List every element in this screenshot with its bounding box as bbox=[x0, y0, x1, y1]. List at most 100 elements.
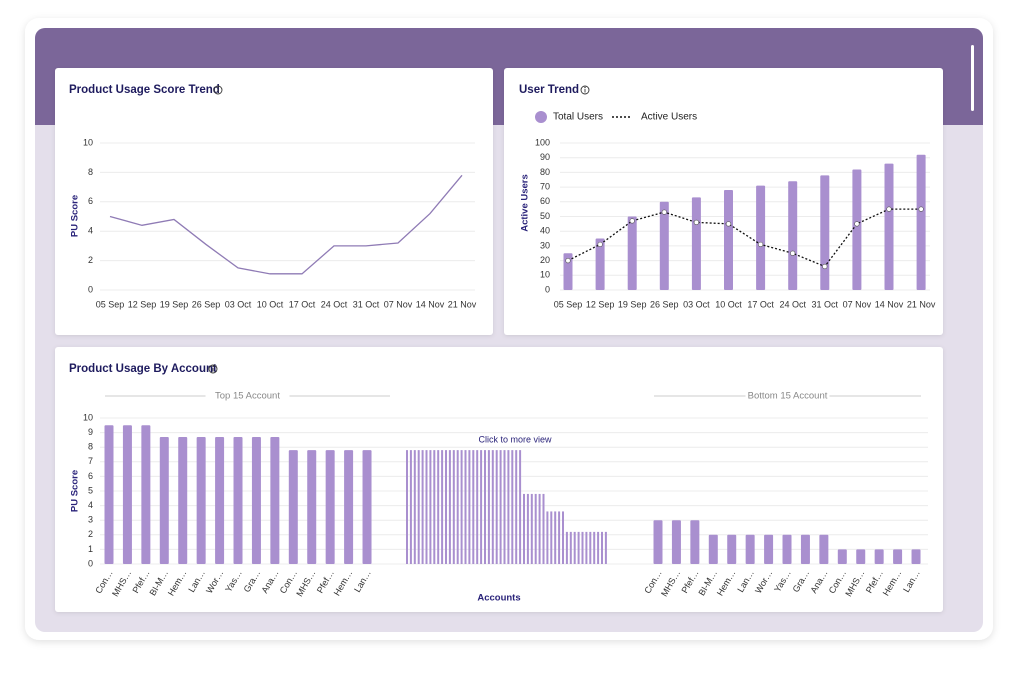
y-tick-label: 2 bbox=[88, 255, 93, 265]
bar bbox=[724, 190, 733, 290]
bar bbox=[820, 175, 830, 290]
panel bbox=[55, 347, 943, 612]
info-icon[interactable] bbox=[208, 85, 590, 374]
bar bbox=[468, 450, 471, 564]
x-tick-label: 12 Sep bbox=[128, 299, 157, 309]
y-tick-label: 8 bbox=[88, 442, 93, 452]
bar bbox=[526, 493, 529, 564]
bar bbox=[448, 450, 451, 564]
bar bbox=[874, 549, 884, 564]
bar bbox=[460, 450, 463, 564]
x-tick-label: 07 Nov bbox=[384, 299, 413, 309]
bar bbox=[425, 450, 428, 564]
x-tick-label: 12 Sep bbox=[586, 299, 615, 309]
bar bbox=[595, 238, 605, 290]
bar bbox=[487, 450, 490, 564]
bar bbox=[653, 520, 663, 564]
bar bbox=[464, 450, 467, 564]
bar bbox=[538, 493, 541, 564]
bar bbox=[409, 450, 412, 564]
point bbox=[565, 258, 571, 264]
y-tick-label: 10 bbox=[540, 270, 550, 280]
bar bbox=[122, 425, 132, 564]
y-tick-label: 0 bbox=[545, 284, 550, 294]
annotation[interactable]: Click to more view bbox=[478, 434, 552, 444]
point bbox=[629, 218, 635, 224]
y-tick-label: 6 bbox=[88, 471, 93, 481]
bar bbox=[511, 450, 514, 564]
bar bbox=[534, 493, 537, 564]
bar bbox=[530, 493, 533, 564]
point bbox=[597, 241, 603, 248]
bar bbox=[495, 450, 498, 564]
point bbox=[854, 221, 860, 227]
x-tick-label: 26 Sep bbox=[192, 299, 221, 309]
line bbox=[567, 208, 922, 268]
y-axis-label: PU Score bbox=[70, 470, 81, 512]
bar bbox=[550, 511, 553, 564]
bar bbox=[491, 450, 494, 564]
y-tick-label: 8 bbox=[88, 167, 93, 177]
bar bbox=[659, 201, 669, 290]
point bbox=[757, 241, 764, 248]
point bbox=[790, 250, 796, 256]
bar bbox=[441, 450, 444, 564]
bar bbox=[911, 549, 921, 564]
point bbox=[918, 206, 924, 212]
y-tick-label: 5 bbox=[88, 485, 93, 495]
x-tick-label: 31 Oct bbox=[812, 299, 839, 309]
x-tick-label: 10 Oct bbox=[257, 299, 284, 309]
x-tick-label: 24 Oct bbox=[321, 299, 348, 309]
bar bbox=[916, 154, 926, 290]
bar bbox=[159, 436, 169, 564]
bar bbox=[562, 511, 564, 564]
bar bbox=[727, 534, 737, 564]
y-tick-label: 0 bbox=[88, 284, 93, 294]
bar bbox=[884, 163, 894, 290]
line bbox=[109, 174, 463, 275]
point bbox=[725, 221, 732, 227]
bar bbox=[251, 436, 261, 564]
y-tick-label: 9 bbox=[88, 427, 93, 437]
bar bbox=[558, 511, 561, 564]
scrollbar[interactable] bbox=[971, 45, 974, 111]
group-label: Top 15 Account bbox=[215, 391, 280, 402]
legend-label: Total Users bbox=[553, 112, 603, 123]
bar bbox=[782, 534, 792, 564]
x-tick-label: 21 Nov bbox=[448, 299, 477, 309]
x-tick-label: 14 Nov bbox=[875, 299, 904, 309]
x-tick-label: 03 Oct bbox=[683, 299, 710, 309]
bar bbox=[215, 436, 225, 564]
bar bbox=[233, 436, 243, 564]
y-tick-label: 2 bbox=[88, 529, 93, 539]
x-tick-label: 17 Oct bbox=[747, 299, 774, 309]
x-tick-label: 21 Nov bbox=[907, 299, 936, 309]
point bbox=[661, 209, 667, 215]
bar bbox=[745, 534, 755, 564]
y-tick-label: 40 bbox=[540, 226, 550, 236]
bar bbox=[325, 450, 335, 564]
x-tick-label: 05 Sep bbox=[96, 299, 125, 309]
x-tick-label: 14 Nov bbox=[416, 299, 445, 309]
x-axis-label: Accounts bbox=[477, 593, 520, 604]
bar bbox=[104, 425, 114, 564]
point bbox=[822, 263, 828, 270]
bar bbox=[307, 450, 317, 564]
y-tick-label: 90 bbox=[540, 152, 550, 162]
bar bbox=[563, 253, 573, 290]
y-tick-label: 6 bbox=[88, 196, 93, 206]
x-tick-label: 24 Oct bbox=[779, 299, 806, 309]
bar bbox=[554, 511, 557, 564]
bar bbox=[413, 450, 416, 564]
bar bbox=[581, 531, 584, 564]
y-axis-label: PU Score bbox=[70, 195, 81, 237]
bar bbox=[546, 511, 549, 564]
bar bbox=[604, 531, 607, 564]
y-tick-label: 4 bbox=[88, 500, 93, 510]
bar bbox=[417, 450, 420, 564]
bar bbox=[585, 531, 588, 564]
bar bbox=[472, 450, 475, 564]
chart-title: Product Usage By Account bbox=[69, 363, 217, 375]
bar bbox=[597, 531, 600, 564]
bar bbox=[344, 450, 354, 564]
